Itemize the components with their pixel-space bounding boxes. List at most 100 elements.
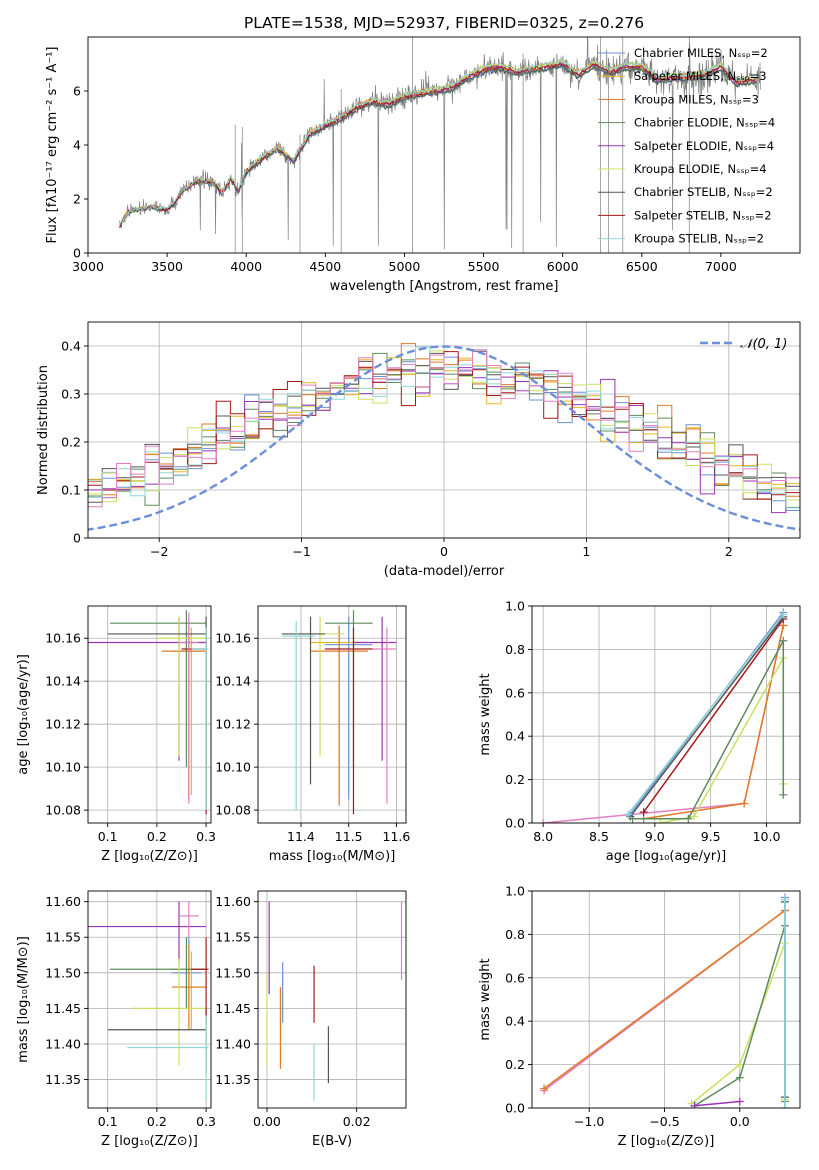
axes-frame bbox=[87, 36, 801, 254]
x-tick-label: 0.3 bbox=[196, 829, 216, 844]
x-axis-label: Z [log₁₀(Z/Z⊙)] bbox=[618, 1134, 715, 1149]
y-tick-label: 10.08 bbox=[45, 803, 81, 818]
data-point bbox=[161, 625, 207, 800]
x-axis-label: wavelength [Angstrom, rest frame] bbox=[330, 279, 559, 294]
x-tick-label: 0.00 bbox=[253, 1114, 281, 1129]
legend-entry: Chabrier ELODIE, Nₛₛₚ=4 bbox=[634, 116, 775, 130]
series-marker bbox=[539, 819, 548, 823]
data-point bbox=[156, 616, 207, 757]
data-point bbox=[281, 616, 325, 785]
legend-entry: Salpeter ELODIE, Nₛₛₚ=4 bbox=[634, 139, 774, 153]
y-tick-label: 0.4 bbox=[61, 339, 81, 354]
y-tick-label: 0.4 bbox=[505, 1014, 525, 1029]
x-tick-label: 6500 bbox=[626, 259, 658, 274]
series-marker bbox=[540, 1084, 549, 1093]
model-line-6 bbox=[119, 63, 757, 229]
chart-title: PLATE=1538, MJD=52937, FIBERID=0325, z=0… bbox=[244, 14, 644, 32]
age-vs-mass-plot-area bbox=[281, 610, 397, 815]
x-tick-label: 1 bbox=[582, 544, 590, 559]
y-tick-label: 11.50 bbox=[45, 965, 81, 980]
y-tick-label: 0.2 bbox=[505, 1057, 525, 1072]
data-point bbox=[372, 627, 397, 804]
series-marker bbox=[779, 636, 788, 645]
y-tick-label: 0.0 bbox=[505, 816, 525, 831]
x-tick-label: 11.4 bbox=[287, 829, 315, 844]
y-tick-label: 0.1 bbox=[61, 483, 81, 498]
mass-vs-Z-plot-area bbox=[88, 901, 209, 1101]
legend-entry: Chabrier MILES, Nₛₛₚ=2 bbox=[634, 46, 768, 60]
y-tick-label: 0.6 bbox=[505, 685, 525, 700]
x-tick-label: 9.0 bbox=[645, 829, 665, 844]
x-tick-label: 4000 bbox=[230, 259, 262, 274]
series-marker bbox=[684, 814, 693, 823]
axes-frame bbox=[87, 890, 212, 1109]
y-tick-label: 0.8 bbox=[505, 642, 525, 657]
x-tick-label: 2 bbox=[725, 544, 733, 559]
x-axis-label: Z [log₁₀(Z/Z⊙)] bbox=[101, 849, 198, 864]
y-tick-label: 0.2 bbox=[61, 435, 81, 450]
series-marker bbox=[639, 808, 648, 817]
x-tick-label: 5500 bbox=[468, 259, 500, 274]
x-tick-label: 4500 bbox=[309, 259, 341, 274]
spectrum-axes: 3000 3500 4000 4500 5000 5500 6000 6500 7000 0 2 4 6… bbox=[45, 14, 801, 294]
y-tick-label: 11.55 bbox=[45, 930, 81, 945]
x-tick-label: −1.0 bbox=[574, 1114, 604, 1129]
residual-histogram-axes: −2 −1 0 1 2 0 0.1 0.2 0.3 0.4 (data-model)/error No… bbox=[36, 321, 801, 579]
x-axis-label: mass [log₁₀(M/M⊙)] bbox=[269, 849, 396, 864]
data-point bbox=[191, 627, 209, 811]
series-line-1 bbox=[643, 625, 785, 820]
age-vs-Z-axes: 0.1 0.2 0.3 10.08 10.10 10.12 10.14 10.16 Z [log… bbox=[16, 605, 216, 864]
data-point bbox=[110, 937, 207, 1009]
y-tick-label: 10.12 bbox=[215, 717, 251, 732]
mass-vs-Z-axes: 0.1 0.2 0.3 11.35 11.40 11.45 11.50 11.55 11.60 Z… bbox=[16, 890, 216, 1149]
series-line-0 bbox=[543, 625, 785, 823]
series-marker bbox=[735, 1097, 744, 1106]
x-tick-label: 11.5 bbox=[335, 829, 363, 844]
y-tick-label: 1.0 bbox=[505, 884, 525, 899]
series-line-4 bbox=[694, 1100, 740, 1107]
y-tick-label: 11.60 bbox=[45, 894, 81, 909]
model-line-7 bbox=[119, 62, 757, 228]
x-tick-label: 7000 bbox=[705, 259, 737, 274]
y-tick-label: 10.14 bbox=[215, 674, 251, 689]
x-tick-label: 3000 bbox=[72, 259, 104, 274]
x-axis-label: age [log₁₀(age/yr)] bbox=[606, 849, 727, 864]
series-line-5 bbox=[629, 616, 784, 817]
series-marker bbox=[690, 1101, 699, 1108]
legend-entry: Salpeter MILES, Nₛₛₚ=3 bbox=[634, 69, 767, 83]
series-marker bbox=[780, 895, 789, 904]
x-tick-label: 0.2 bbox=[147, 1114, 167, 1129]
x-axis-label: E(B-V) bbox=[312, 1134, 352, 1149]
y-axis-label: age [log₁₀(age/yr)] bbox=[16, 654, 31, 775]
y-tick-label: 11.40 bbox=[45, 1036, 81, 1051]
y-tick-label: 0.8 bbox=[505, 927, 525, 942]
y-tick-label: 10.08 bbox=[215, 803, 251, 818]
data-point bbox=[127, 1015, 209, 1101]
series-marker bbox=[740, 799, 749, 808]
legend-entry: 𝒩(0, 1) bbox=[740, 337, 787, 352]
y-tick-label: 0.3 bbox=[61, 387, 81, 402]
y-axis-label: mass weight bbox=[478, 673, 493, 755]
data-point bbox=[181, 627, 207, 796]
mass-vs-EBV-plot-area bbox=[266, 901, 403, 1101]
x-tick-label: −2 bbox=[150, 544, 168, 559]
data-point bbox=[324, 616, 373, 800]
age-vs-Z-plot-area bbox=[88, 610, 209, 815]
x-tick-label: 6000 bbox=[547, 259, 579, 274]
spectrum-plot-area bbox=[119, 37, 761, 253]
y-axis-label: mass [log₁₀(M/M⊙)] bbox=[16, 936, 31, 1063]
y-tick-label: 10.14 bbox=[45, 674, 81, 689]
data-point bbox=[171, 944, 207, 1030]
y-tick-label: 11.35 bbox=[45, 1072, 81, 1087]
data-point bbox=[281, 621, 316, 811]
y-tick-label: 1.0 bbox=[505, 599, 525, 614]
x-tick-label: −1 bbox=[292, 544, 310, 559]
axes-frame bbox=[87, 321, 801, 539]
series-line-2 bbox=[660, 655, 785, 823]
x-tick-label: 10.0 bbox=[753, 829, 781, 844]
legend-entry: Kroupa STELIB, Nₛₛₚ=2 bbox=[634, 232, 764, 246]
y-tick-label: 2 bbox=[73, 192, 81, 207]
weight-vs-Z-plot-area bbox=[540, 893, 789, 1108]
series-marker bbox=[735, 1060, 744, 1069]
